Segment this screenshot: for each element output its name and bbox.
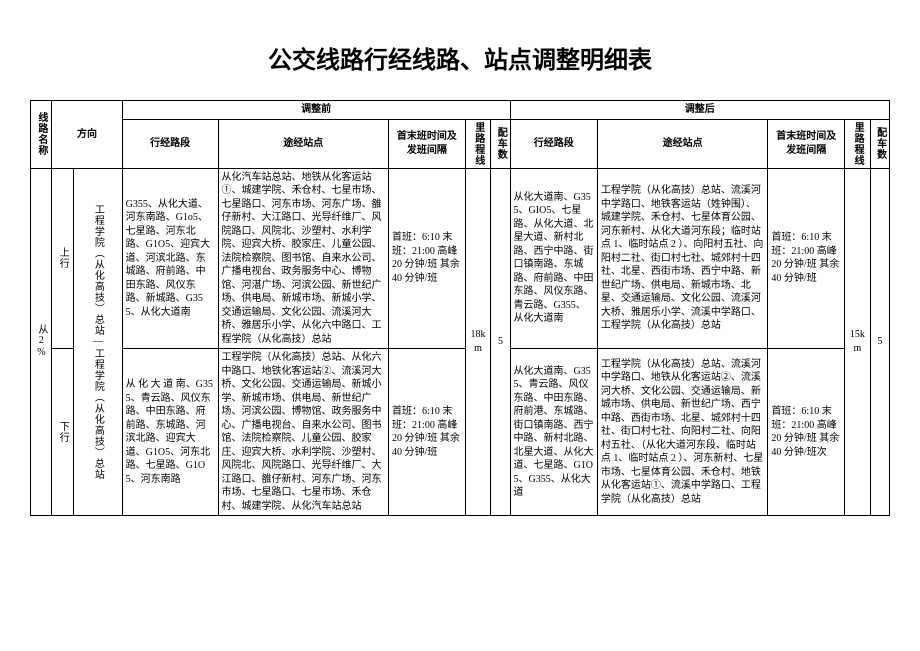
th-distance-before: 里路程线 <box>465 119 491 168</box>
cell-segment-before-up: G355、从化大道、河东南路、G1o5、七星路、河东北路、G1O5、迎宾大道、河… <box>122 168 218 349</box>
cell-segment-before-down: 从 化 大 道 南、G355、青云路、风仪东路、中田东路、府前路、东城路、河滨北… <box>122 349 218 516</box>
cell-vehicles-after: 5 <box>870 168 889 516</box>
cell-stops-after-down: 工程学院（从化高技）总站、流溪河中学路口、地铁从化客运站②、流溪河大桥、文化公园… <box>597 349 768 516</box>
cell-way: 工程学院（从化高技）总站—工程学院（从化高技）总站 <box>73 168 122 516</box>
th-segment-before: 行经路段 <box>122 119 218 168</box>
cell-schedule-before-down: 首班：6:10 末班：21:00 高峰 20 分钟/班 其余 40 分钟/班 <box>389 349 466 516</box>
th-stops-after: 途经站点 <box>597 119 768 168</box>
adjustment-table: 线路名称 方向 调整前 调整后 行经路段 途经站点 首末班时间及发班间隔 里路程… <box>30 100 890 516</box>
th-vehicles-before: 配车数 <box>491 119 510 168</box>
th-vehicles-after: 配车数 <box>870 119 889 168</box>
cell-direction-up: 上行 <box>52 168 73 349</box>
header-row-2: 行经路段 途经站点 首末班时间及发班间隔 里路程线 配车数 行经路段 途经站点 … <box>31 119 890 168</box>
th-segment-after: 行经路段 <box>510 119 597 168</box>
th-distance-after: 里路程线 <box>845 119 871 168</box>
th-stops-before: 途经站点 <box>218 119 389 168</box>
page-title: 公交线路行经线路、站点调整明细表 <box>30 40 890 75</box>
cell-stops-before-up: 从化汽车站总站、地铁从化客运站①、城建学院、禾仓村、七星市场、七星路口、河东市场… <box>218 168 389 349</box>
th-after: 调整后 <box>510 101 889 120</box>
th-schedule-after: 首末班时间及发班间隔 <box>768 119 845 168</box>
cell-stops-after-up: 工程学院（从化高技）总站、流溪河中学路口、地铁客运站（姓钟围）、城建学院、禾仓村… <box>597 168 768 349</box>
table-row: 下行 从 化 大 道 南、G355、青云路、风仪东路、中田东路、府前路、东城路、… <box>31 349 890 516</box>
table-row: 从2% 上行 工程学院（从化高技）总站—工程学院（从化高技）总站 G355、从化… <box>31 168 890 349</box>
cell-distance-before: 18km <box>465 168 491 516</box>
cell-distance-after: 15km <box>845 168 871 516</box>
cell-schedule-before-up: 首班：6:10 末班：21:00 高峰20 分钟/班 其余 40 分钟/班 <box>389 168 466 349</box>
cell-schedule-after-down: 首班：6:10 末班：21:00 高峰20 分钟/班 其余 40 分钟/班次 <box>768 349 845 516</box>
cell-stops-before-down: 工程学院（从化高技）总站、从化六中路口、地铁化客运站②、流溪河大桥、文化公园、交… <box>218 349 389 516</box>
cell-route-name: 从2% <box>31 168 52 516</box>
cell-vehicles-before: 5 <box>491 168 510 516</box>
th-direction: 方向 <box>52 101 122 169</box>
cell-segment-after-up: 从化大道南、G355、GIO5、七星路、从化大道、北星大道、新村北路、西宁中路、… <box>510 168 597 349</box>
cell-segment-after-down: 从化大道南、G355、青云路、风仪东路、中田东路、府前港、东城路、街口镇南路、西… <box>510 349 597 516</box>
header-row-1: 线路名称 方向 调整前 调整后 <box>31 101 890 120</box>
cell-direction-down: 下行 <box>52 349 73 516</box>
cell-schedule-after-up: 首班：6:10 末班：21:00 高峰20 分钟/班 其余 40 分钟/班 <box>768 168 845 349</box>
th-schedule-before: 首末班时间及发班间隔 <box>389 119 466 168</box>
th-route-name: 线路名称 <box>31 101 52 169</box>
th-before: 调整前 <box>122 101 510 120</box>
